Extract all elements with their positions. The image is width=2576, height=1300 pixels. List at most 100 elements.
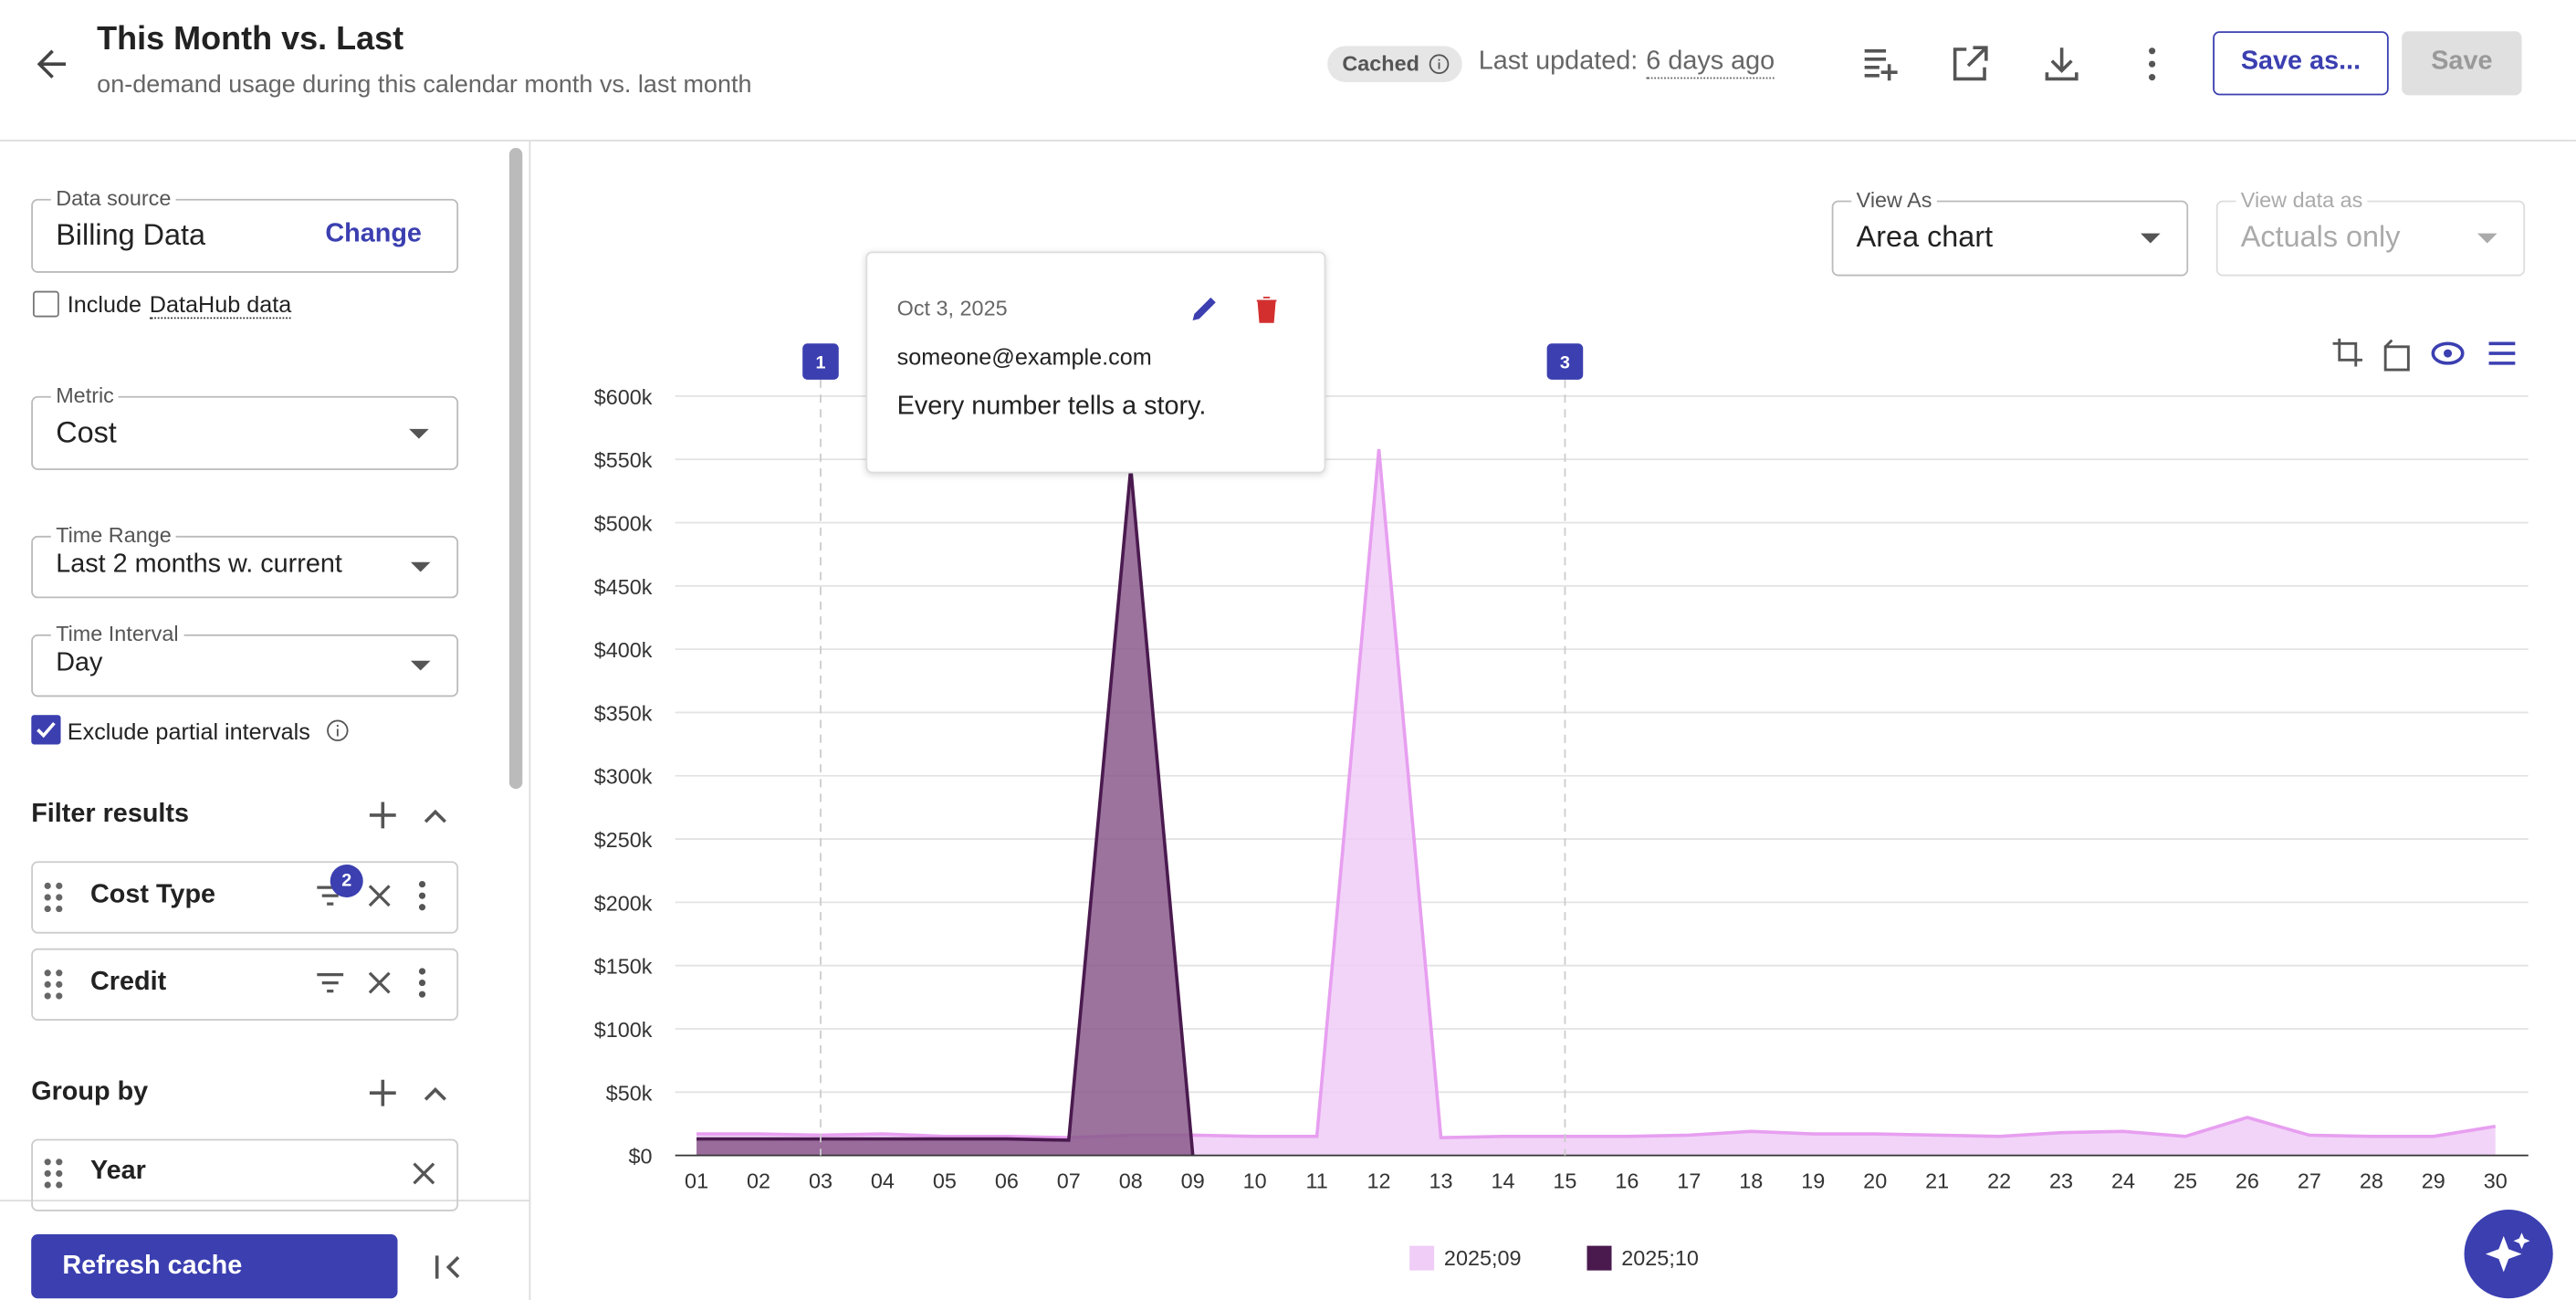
y-tick-label: $250k (594, 828, 653, 852)
filter-icon[interactable] (316, 968, 345, 997)
more-icon[interactable] (2136, 43, 2169, 86)
section-actions[interactable] (365, 1076, 457, 1109)
x-tick-label: 06 (995, 1169, 1019, 1193)
x-tick-label: 13 (1429, 1169, 1453, 1193)
x-tick-label: 08 (1119, 1169, 1143, 1193)
filter-row[interactable] (31, 861, 459, 934)
y-tick-label: $500k (594, 511, 653, 535)
area-line (696, 467, 1195, 1156)
section-actions[interactable] (365, 799, 457, 832)
last-updated: 6 days ago (1646, 47, 1775, 79)
title: This Month vs. Last (97, 21, 404, 58)
annotation-label: 3 (1560, 352, 1570, 372)
filter-badge: 2 (330, 864, 363, 897)
area-fill (696, 449, 2496, 1156)
section-title: Filter results (31, 800, 190, 829)
legend-swatch (1409, 1245, 1435, 1271)
remove-icon[interactable] (366, 970, 393, 996)
x-tick-label: 18 (1739, 1169, 1763, 1193)
dropdown-arrow (2141, 233, 2161, 244)
x-tick-label: 01 (685, 1169, 708, 1193)
refresh-text: Refresh cache (62, 1252, 243, 1281)
edit-icon[interactable] (1188, 292, 1220, 325)
save-as-text: Save as... (2240, 47, 2361, 76)
chart: $0 $50k $100k $150k $200k $250k $300k $350k $400… (594, 343, 2529, 1271)
field-label: Metric (50, 383, 120, 408)
y-tick-label: $150k (594, 955, 653, 979)
download-icon[interactable] (2040, 43, 2083, 86)
save-as-button[interactable] (2213, 31, 2389, 96)
field-label: Data source (50, 185, 176, 211)
annotation-label: 1 (815, 352, 825, 372)
subtitle: on-demand usage during this calendar mon… (97, 70, 752, 100)
more-icon[interactable] (411, 877, 434, 914)
legend-label: 2025;09 (1444, 1246, 1522, 1270)
field-value: Actuals only (2240, 220, 2401, 254)
info-icon (1429, 54, 1450, 75)
section-title: Group by (31, 1077, 149, 1106)
checkbox-label: Include (67, 290, 142, 318)
x-tick-label: 19 (1801, 1169, 1825, 1193)
x-tick-label: 16 (1615, 1169, 1639, 1193)
annotation-text: Every number tells a story. (896, 393, 1207, 421)
x-tick-label: 22 (1987, 1169, 2011, 1193)
annotation-popup (865, 251, 1326, 474)
filter-row[interactable] (31, 948, 459, 1021)
open-icon[interactable] (1948, 43, 1991, 86)
more-icon[interactable] (411, 965, 434, 1001)
checkbox-checked[interactable] (31, 715, 61, 745)
x-tick-label: 14 (1491, 1169, 1514, 1193)
y-tick-label: $450k (594, 575, 653, 599)
x-tick-label: 04 (871, 1169, 895, 1193)
dropdown-arrow (2477, 233, 2497, 244)
x-tick-label: 21 (1925, 1169, 1949, 1193)
refresh-button[interactable] (31, 1234, 398, 1299)
x-tick-label: 09 (1181, 1169, 1205, 1193)
y-tick-label: $100k (594, 1018, 653, 1042)
header-border (0, 140, 2576, 142)
x-tick-label: 02 (747, 1169, 770, 1193)
area-line (696, 448, 2497, 1140)
time-interval-field[interactable] (31, 634, 459, 697)
annotation-marker (802, 343, 839, 380)
field-value: Billing Data (56, 218, 206, 252)
collapse-icon[interactable] (432, 1251, 465, 1284)
drag-handle[interactable] (43, 968, 66, 1001)
x-tick-label: 11 (1305, 1169, 1327, 1193)
checkbox-link[interactable]: DataHub data (149, 290, 292, 320)
drag-handle[interactable] (43, 1157, 66, 1190)
y-tick-label: $400k (594, 638, 653, 662)
x-tick-label: 30 (2484, 1169, 2508, 1193)
scrollbar[interactable] (508, 148, 523, 790)
x-tick-label: 23 (2049, 1169, 2073, 1193)
x-tick-label: 17 (1677, 1169, 1701, 1193)
add-report-icon[interactable] (1858, 43, 1901, 86)
checkbox[interactable] (32, 290, 59, 318)
change-link[interactable]: Change (325, 220, 422, 248)
view-as-select[interactable] (1831, 200, 2189, 277)
group-name: Year (89, 1157, 146, 1186)
area-fill (696, 467, 1193, 1156)
last-updated-label: Last updated: (1478, 47, 1639, 76)
field-value: Cost (56, 415, 117, 449)
save-button[interactable] (2402, 31, 2522, 96)
data-source-field (31, 198, 459, 273)
x-tick-label: 26 (2236, 1169, 2259, 1193)
x-tick-label: 25 (2173, 1169, 2197, 1193)
delete-icon[interactable] (1251, 292, 1281, 325)
x-tick-label: 28 (2360, 1169, 2383, 1193)
remove-icon[interactable] (366, 883, 393, 909)
drag-handle[interactable] (43, 881, 66, 914)
back-button[interactable] (33, 45, 72, 84)
metric-field[interactable] (31, 395, 459, 470)
group-row[interactable] (31, 1138, 459, 1211)
view-data-as-select (2215, 200, 2526, 277)
field-value: Last 2 months w. current (56, 550, 342, 579)
x-tick-label: 10 (1243, 1169, 1267, 1193)
chart-toolbar[interactable] (2326, 335, 2527, 372)
x-tick-label: 20 (1863, 1169, 1887, 1193)
filter-name: Credit (89, 968, 167, 996)
remove-icon[interactable] (411, 1160, 437, 1187)
time-range-field[interactable] (31, 535, 459, 599)
field-label: View As (1851, 187, 1937, 213)
